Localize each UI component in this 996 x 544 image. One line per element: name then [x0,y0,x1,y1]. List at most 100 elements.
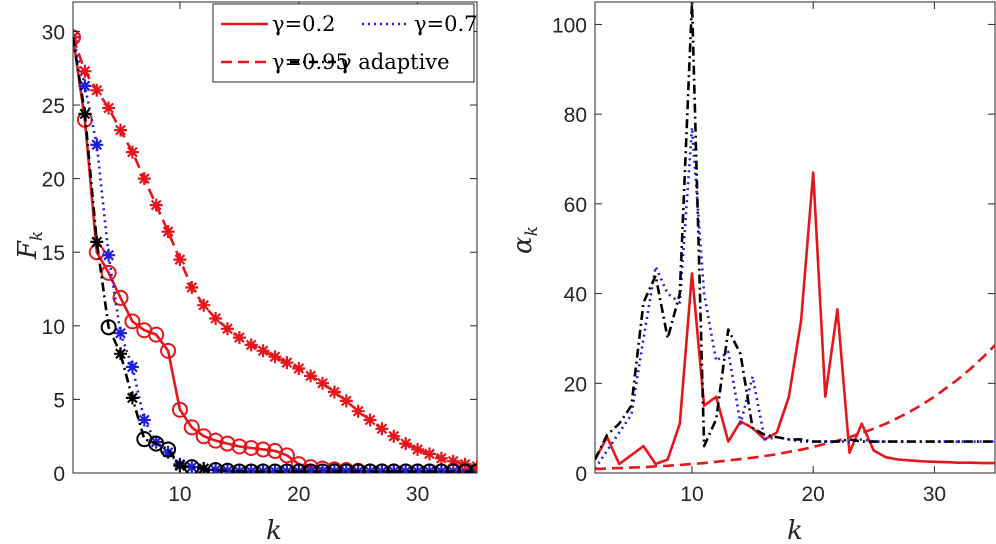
left-series-3-point-19 [290,463,307,473]
left-series-3-point-10 [183,459,200,473]
right-ytick-label-1: 20 [564,373,587,396]
left-series-3-point-15 [243,463,260,473]
right-series-2 [595,344,995,471]
left-series-3-point-9 [173,459,187,473]
left-ytick-label-1: 5 [53,389,65,412]
left-series-3-point-34 [469,463,477,473]
left-series-3-point-14 [231,463,248,473]
left-series-2-point-10 [185,281,199,294]
left-series-3-point-31 [433,463,450,473]
left-series-1-point-1 [78,79,92,93]
left-series-3-point-17 [267,463,283,473]
x-axis-ticks-left: 10 20 30 [168,2,429,506]
left-series-2-point-12 [209,312,223,325]
left-series-0-point-15 [243,439,260,456]
legend: γ=0.2 γ=0.7 γ=0.95 γ adaptive [212,3,478,83]
left-series-3 [73,37,477,473]
left-series-0-point-14 [231,438,248,455]
left-xtick-label-2: 30 [406,483,429,506]
left-series-2-point-8 [161,225,175,239]
left-series-2-point-25 [363,413,377,427]
left-series-2-point-23 [339,394,353,408]
left-series-2-point-11 [197,298,211,312]
left-series-1-point-2 [90,138,104,152]
left-series-2-point-5 [125,145,139,159]
left-series-0-point-3 [100,264,117,281]
left-series-3-point-30 [421,463,438,473]
legend-label-gamma-adaptive: γ adaptive [339,50,450,74]
x-axis-ticks-right: 10 20 30 [680,2,946,506]
left-series-1-point-10 [185,460,199,473]
left-series-2-point-2 [90,83,104,97]
left-series-2 [73,30,477,473]
left-series-2-point-24 [351,404,365,418]
left-series-3-point-26 [373,463,390,473]
left-series-1-point-6 [137,413,151,427]
left-series-0-point-18 [278,447,295,464]
left-series-1-point-5 [125,360,139,374]
left-series-3-point-2 [90,235,104,249]
left-series-2-point-27 [387,429,401,443]
left-xtick-label-1: 20 [287,483,310,506]
y-axis-label-right-sub: k [522,226,542,236]
left-series-3-point-8 [160,441,177,458]
left-series-2-point-26 [375,422,389,436]
left-series-1-point-4 [114,326,127,340]
left-series-2-point-15 [244,338,258,352]
left-series-2-point-3 [102,101,116,115]
right-xtick-label-0: 10 [680,483,703,506]
left-series-1-point-13 [221,464,234,473]
left-series-2-point-1 [78,64,92,78]
left-ytick-label-0: 0 [53,463,65,486]
left-xtick-label-0: 10 [168,483,191,506]
left-series-0-point-12 [207,432,224,449]
left-series-3-point-12 [207,462,224,473]
left-series-3-point-33 [457,463,474,473]
left-series-2-point-16 [256,344,270,358]
left-series-3-point-1 [78,107,92,121]
left-series-3-point-5 [125,391,139,405]
left-series-0-point-8 [160,342,177,359]
left-series-1-point-8 [161,445,175,459]
x-axis-label-left: k [266,516,282,544]
left-series-0-point-13 [219,435,236,452]
chart-left-fk: 10 20 30 0 5 10 15 20 25 30 k Fk γ=0.2 γ=0.7 γ=0… [13,1,478,544]
right-ytick-label-0: 0 [575,463,587,486]
left-series-3-point-23 [338,463,355,473]
left-series-2-point-9 [173,253,187,267]
left-ytick-label-4: 20 [42,169,65,192]
x-axis-label-right: k [787,516,803,544]
left-series-0-point-16 [255,441,272,458]
left-series-0-point-0 [73,29,81,46]
left-series-3-point-13 [219,462,236,473]
left-series-2-point-29 [411,442,425,456]
left-series-2-point-14 [232,331,246,345]
left-series-2-point-22 [327,385,341,399]
left-series-3-point-32 [445,463,462,473]
y-axis-label-right: αk [508,226,542,254]
legend-label-gamma-02: γ=0.2 [272,12,336,36]
y-axis-label-left-sub: k [27,231,47,241]
right-series-3 [595,2,995,461]
left-series-1-point-26 [375,465,389,473]
left-series-0-point-10 [183,419,200,436]
left-series-2-point-19 [292,362,306,375]
left-series-3-point-28 [397,463,414,473]
legend-label-gamma-07: γ=0.7 [414,12,478,36]
right-ytick-label-5: 100 [552,14,587,37]
right-ytick-label-3: 60 [564,194,587,217]
left-series-2-point-28 [399,437,413,451]
left-series-2-point-18 [280,356,294,370]
left-series-3-point-4 [114,347,127,361]
left-series-0-point-4 [112,289,129,306]
left-series-2-point-30 [423,447,436,461]
left-series-3-point-21 [314,463,331,473]
left-series-0-point-5 [124,313,141,330]
left-series-3-point-25 [362,463,379,473]
left-series-2-point-21 [316,376,329,390]
left-series-line-2 [73,36,477,468]
left-series-1-point-28 [399,465,413,473]
left-series-3-point-24 [350,463,367,473]
right-series-line-3 [595,2,995,461]
